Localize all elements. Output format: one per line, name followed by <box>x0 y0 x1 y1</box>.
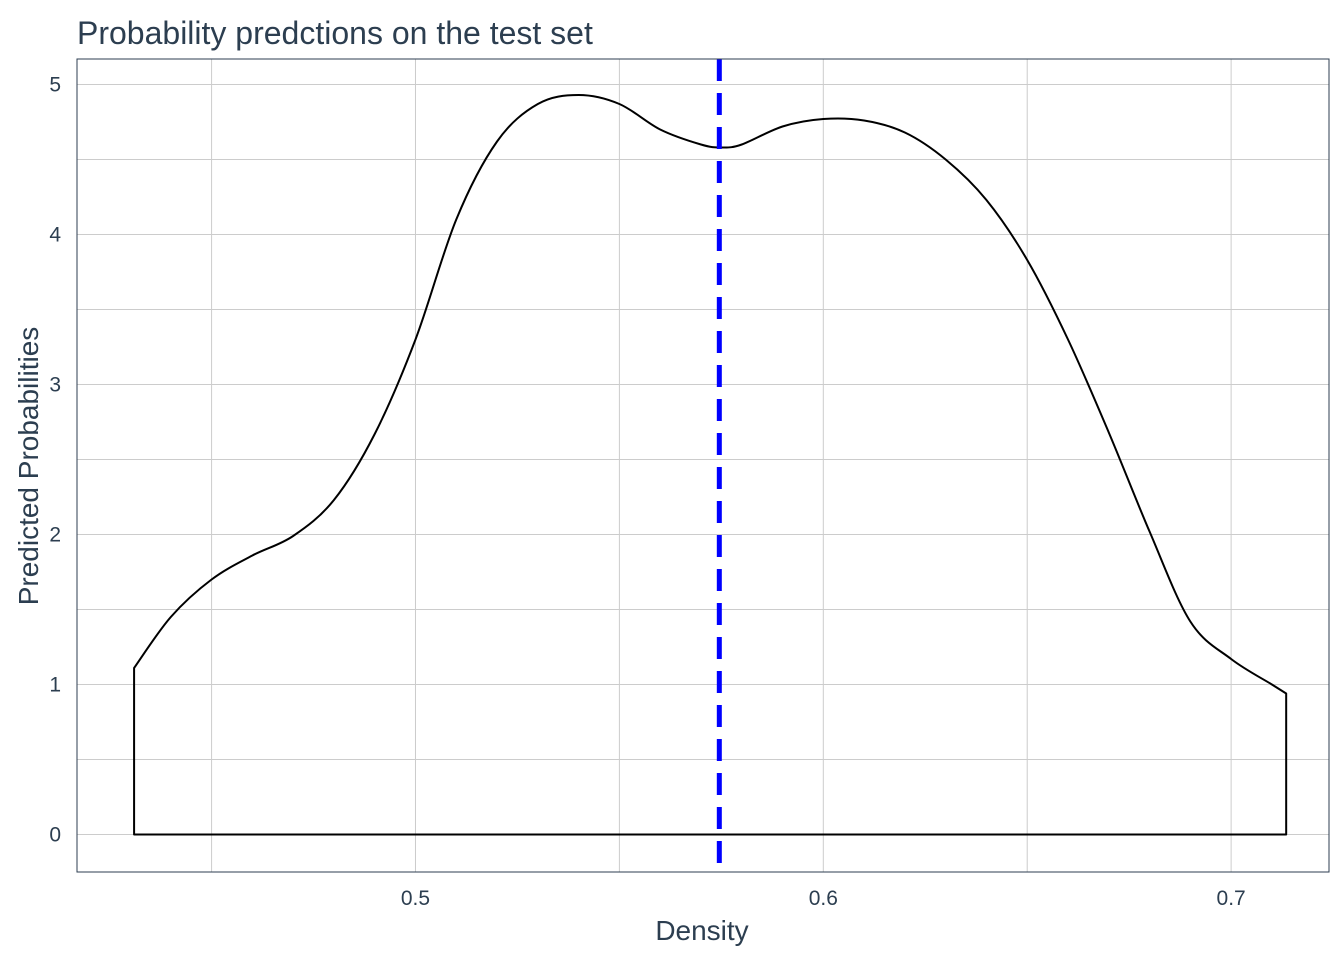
y-tick-label: 2 <box>49 524 61 547</box>
y-axis-title: Predicted Probabilities <box>13 327 44 606</box>
y-tick-label: 1 <box>49 674 61 697</box>
y-tick-label: 0 <box>49 824 61 847</box>
plot-area <box>133 59 1288 872</box>
panel-border <box>76 58 1330 873</box>
y-tick-label: 4 <box>49 224 61 247</box>
x-tick-label: 0.6 <box>809 887 838 910</box>
x-tick-label: 0.5 <box>401 887 430 910</box>
y-axis-ticks: 0 1 2 3 4 5 <box>49 74 61 847</box>
y-tick-label: 5 <box>49 74 61 97</box>
x-tick-label: 0.7 <box>1217 887 1246 910</box>
x-axis-title: Density <box>655 915 748 946</box>
y-tick-label: 3 <box>49 374 61 397</box>
x-axis-ticks: 0.5 0.6 0.7 <box>401 887 1246 910</box>
chart-title: Probability predctions on the test set <box>77 15 593 51</box>
